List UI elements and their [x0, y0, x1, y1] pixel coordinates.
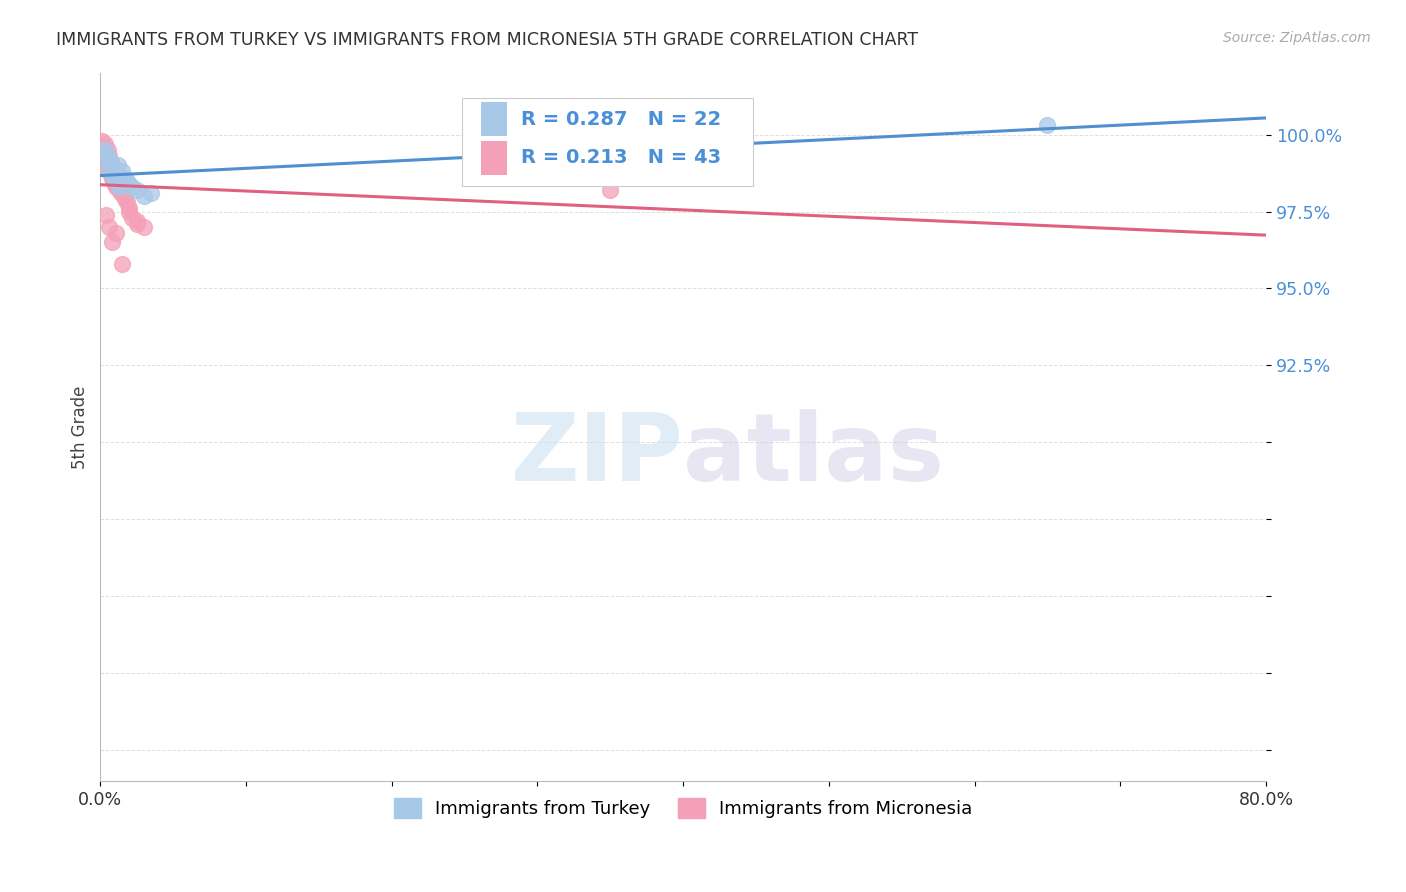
- Point: [101, 170, 124, 185]
- Point: [91, 146, 114, 161]
- Point: [93, 149, 115, 163]
- Point: [98, 149, 121, 163]
- Point: [107, 174, 129, 188]
- Point: [103, 164, 125, 178]
- Point: [90, 134, 112, 148]
- Point: [118, 202, 141, 216]
- FancyBboxPatch shape: [481, 141, 508, 175]
- Point: [115, 174, 138, 188]
- Text: ZIP: ZIP: [510, 409, 683, 501]
- Point: [97, 161, 120, 176]
- Point: [115, 195, 138, 210]
- Point: [107, 158, 129, 172]
- Text: IMMIGRANTS FROM TURKEY VS IMMIGRANTS FROM MICRONESIA 5TH GRADE CORRELATION CHART: IMMIGRANTS FROM TURKEY VS IMMIGRANTS FRO…: [56, 31, 918, 49]
- Point: [121, 211, 143, 225]
- Point: [96, 155, 118, 169]
- Point: [91, 143, 114, 157]
- Point: [97, 149, 120, 163]
- Point: [96, 152, 118, 166]
- Text: R = 0.213   N = 43: R = 0.213 N = 43: [522, 148, 721, 167]
- Point: [111, 180, 134, 194]
- Point: [125, 183, 148, 197]
- Point: [108, 177, 131, 191]
- Point: [108, 183, 131, 197]
- Point: [96, 208, 118, 222]
- Y-axis label: 5th Grade: 5th Grade: [72, 385, 89, 468]
- Point: [105, 226, 128, 240]
- Point: [93, 143, 115, 157]
- Point: [100, 155, 122, 169]
- Point: [125, 217, 148, 231]
- Point: [93, 136, 115, 151]
- Point: [121, 180, 143, 194]
- Point: [1036, 118, 1059, 132]
- Point: [105, 174, 128, 188]
- Point: [98, 164, 121, 178]
- Point: [111, 257, 134, 271]
- Point: [101, 168, 124, 182]
- Point: [104, 168, 127, 182]
- Point: [132, 189, 155, 203]
- Point: [101, 235, 124, 250]
- Point: [118, 177, 141, 191]
- Point: [100, 155, 122, 169]
- FancyBboxPatch shape: [461, 98, 754, 186]
- Point: [599, 183, 621, 197]
- Legend: Immigrants from Turkey, Immigrants from Micronesia: Immigrants from Turkey, Immigrants from …: [387, 790, 980, 825]
- Point: [97, 158, 120, 172]
- Point: [110, 186, 132, 200]
- Text: R = 0.287   N = 22: R = 0.287 N = 22: [522, 110, 721, 128]
- Point: [96, 152, 118, 166]
- Point: [104, 177, 127, 191]
- Point: [105, 180, 128, 194]
- Point: [132, 219, 155, 234]
- Point: [98, 219, 121, 234]
- Point: [98, 161, 121, 176]
- FancyBboxPatch shape: [481, 103, 508, 136]
- Point: [103, 174, 125, 188]
- Point: [93, 146, 115, 161]
- Point: [111, 164, 134, 178]
- Point: [112, 189, 135, 203]
- Point: [100, 168, 122, 182]
- Point: [110, 177, 132, 191]
- Point: [97, 143, 120, 157]
- Point: [141, 186, 163, 200]
- Point: [105, 170, 128, 185]
- Point: [104, 170, 127, 185]
- Point: [101, 161, 124, 176]
- Point: [114, 192, 136, 206]
- Point: [112, 170, 135, 185]
- Text: Source: ZipAtlas.com: Source: ZipAtlas.com: [1223, 31, 1371, 45]
- Point: [125, 213, 148, 227]
- Point: [103, 164, 125, 178]
- Text: atlas: atlas: [683, 409, 945, 501]
- Point: [108, 180, 131, 194]
- Point: [118, 204, 141, 219]
- Point: [91, 140, 114, 154]
